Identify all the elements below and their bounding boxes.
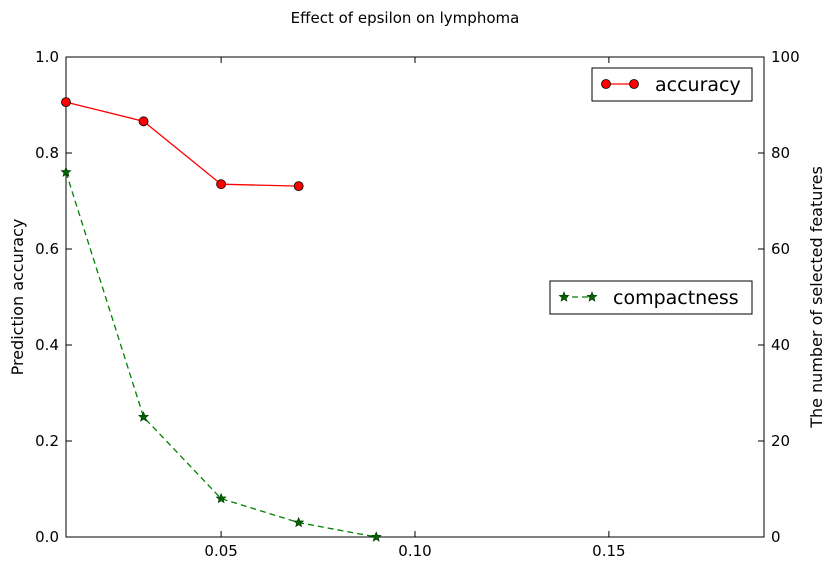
y2-tick-label: 0: [771, 528, 781, 546]
y-axis-label: Prediction accuracy: [8, 219, 27, 376]
y-tick-label: 0.4: [35, 336, 59, 354]
data-point-compactness: [215, 492, 227, 504]
legend-compactness: compactness: [549, 280, 753, 315]
chart-title: Effect of epsilon on lymphoma: [291, 9, 520, 27]
y-tick-label: 0.6: [35, 240, 59, 258]
y2-tick-label: 40: [771, 336, 790, 354]
y2-axis-label: The number of selected features: [807, 166, 826, 429]
x-tick-label: 0.05: [204, 542, 237, 560]
legend-label-compactness: compactness: [613, 287, 739, 309]
y-tick-label: 0.0: [35, 528, 59, 546]
data-point-accuracy: [138, 116, 149, 127]
x-tick-label: 0.10: [398, 542, 431, 560]
legend-label-accuracy: accuracy: [655, 74, 741, 96]
data-point-compactness: [138, 411, 150, 422]
series-line-compactness: [65, 172, 377, 538]
y-axis-right: 0 20 40 60 80 100: [758, 48, 800, 546]
data-point-accuracy: [293, 181, 304, 192]
data-point-accuracy: [61, 97, 71, 108]
y-tick-label: 0.8: [35, 144, 59, 162]
y2-tick-label: 100: [771, 48, 800, 66]
y-tick-label: 0.2: [35, 432, 59, 450]
data-point-accuracy: [216, 179, 227, 190]
x-axis: 0.05 0.10 0.15: [204, 57, 626, 560]
data-point-compactness: [60, 166, 72, 177]
data-point-compactness: [293, 516, 305, 528]
legend-accuracy: accuracy: [591, 67, 753, 102]
y-tick-label: 1.0: [35, 48, 59, 66]
y-axis-left: 0.0 0.2 0.4 0.6 0.8 1.0: [35, 48, 72, 546]
legend-marker-compactness: [586, 291, 598, 302]
legend-marker-accuracy: [601, 79, 611, 89]
x-tick-label: 0.15: [592, 542, 625, 560]
data-point-compactness: [370, 531, 382, 542]
legend-marker-compactness: [558, 291, 570, 302]
y2-tick-label: 80: [771, 144, 790, 162]
y2-tick-label: 20: [771, 432, 790, 450]
legend-marker-accuracy: [629, 79, 639, 89]
y2-tick-label: 60: [771, 240, 790, 258]
series-layer: [60, 97, 382, 542]
series-line-accuracy: [65, 101, 299, 187]
